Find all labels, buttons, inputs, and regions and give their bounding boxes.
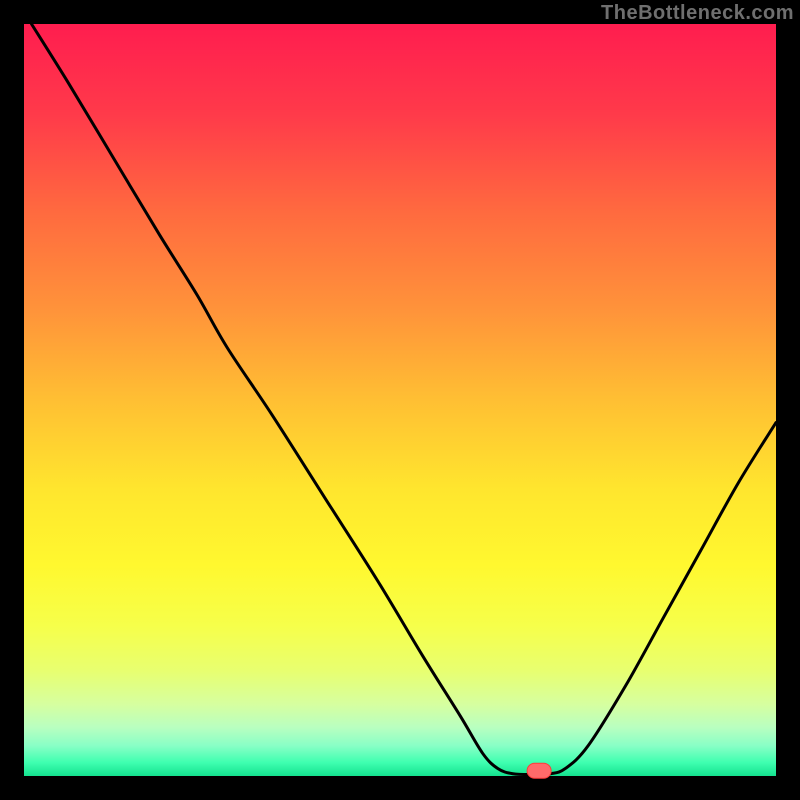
bottleneck-chart: [0, 0, 800, 800]
watermark-label: TheBottleneck.com: [601, 2, 794, 24]
optimal-marker: [527, 763, 551, 778]
chart-background: [24, 24, 776, 776]
watermark-text: TheBottleneck.com: [601, 2, 794, 25]
chart-container: TheBottleneck.com: [0, 0, 800, 800]
